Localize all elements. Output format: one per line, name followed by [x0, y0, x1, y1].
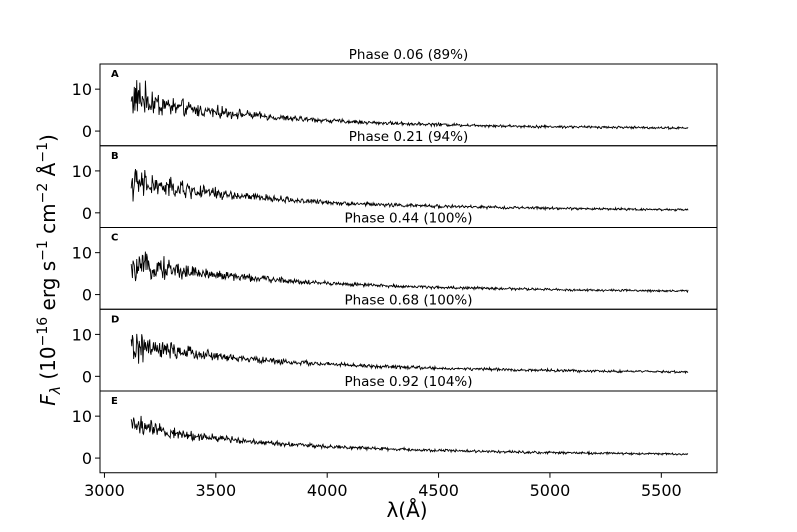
- panel-label: E: [111, 396, 118, 407]
- panel-label: C: [111, 233, 118, 244]
- panel-label: D: [111, 314, 119, 325]
- y-tick-label: 0: [82, 449, 92, 468]
- y-axis-label: Fλ (10−16 erg s−1 cm−2 Å−1): [35, 134, 64, 406]
- panel-frame: [99, 390, 718, 474]
- spectrum-line: [130, 415, 689, 457]
- spectrum-line: [130, 80, 689, 131]
- y-tick-label: 10: [72, 407, 92, 426]
- panel-title: Phase 0.44 (100%): [344, 211, 472, 227]
- spectrum-line: [130, 168, 689, 213]
- panels-layer: 0 10 A Phase 0.06 (89%) 0 10 B Phase 0.21 (94%)…: [72, 47, 718, 474]
- panel-label: A: [111, 69, 119, 80]
- y-axis-label-lambda: λ: [48, 386, 64, 395]
- spectrum-line: [130, 333, 689, 375]
- x-tick-label: 3000: [84, 481, 125, 500]
- panel-c: 0 10 C Phase 0.44 (100%): [72, 211, 718, 310]
- y-axis-label-exp2: −1: [35, 240, 51, 261]
- x-axis-label: λ(Å): [386, 498, 427, 522]
- y-tick-label: 10: [72, 244, 92, 263]
- panel-b: 0 10 B Phase 0.21 (94%): [72, 129, 718, 228]
- panel-e: 0 10 E Phase 0.92 (104%): [72, 374, 718, 474]
- y-tick-label: 0: [82, 122, 92, 141]
- panel-title: Phase 0.06 (89%): [349, 47, 469, 63]
- x-tick-label: 5000: [530, 481, 571, 500]
- y-tick-label: 0: [82, 367, 92, 386]
- spectrum-line: [130, 251, 689, 294]
- y-axis-label-open: (10: [36, 346, 60, 386]
- x-tick-label: 4000: [307, 481, 348, 500]
- y-axis-label-ang: Å: [36, 162, 60, 182]
- panel-title: Phase 0.21 (94%): [349, 129, 469, 145]
- x-tick-label: 4500: [418, 481, 459, 500]
- panel-title: Phase 0.92 (104%): [344, 374, 472, 390]
- y-axis-label-f: F: [36, 394, 60, 406]
- y-axis-label-exp3: −2: [35, 183, 51, 204]
- panel-title: Phase 0.68 (100%): [344, 292, 472, 308]
- y-tick-label: 10: [72, 162, 92, 181]
- x-tick-label: 3500: [195, 481, 236, 500]
- y-tick-label: 0: [82, 204, 92, 223]
- y-axis-label-erg: erg s: [36, 261, 60, 317]
- y-tick-label: 0: [82, 286, 92, 305]
- y-axis-label-exp1: −16: [35, 317, 51, 347]
- y-tick-label: 10: [72, 80, 92, 99]
- y-axis-label-close: ): [36, 134, 60, 142]
- y-axis-label-exp4: −1: [35, 142, 51, 163]
- panel-label: B: [111, 151, 119, 162]
- y-tick-label: 10: [72, 325, 92, 344]
- x-tick-label: 5500: [641, 481, 682, 500]
- x-axis: 3000 3500 4000 4500 5000 5500: [84, 472, 682, 500]
- y-axis-label-cm: cm: [36, 203, 60, 240]
